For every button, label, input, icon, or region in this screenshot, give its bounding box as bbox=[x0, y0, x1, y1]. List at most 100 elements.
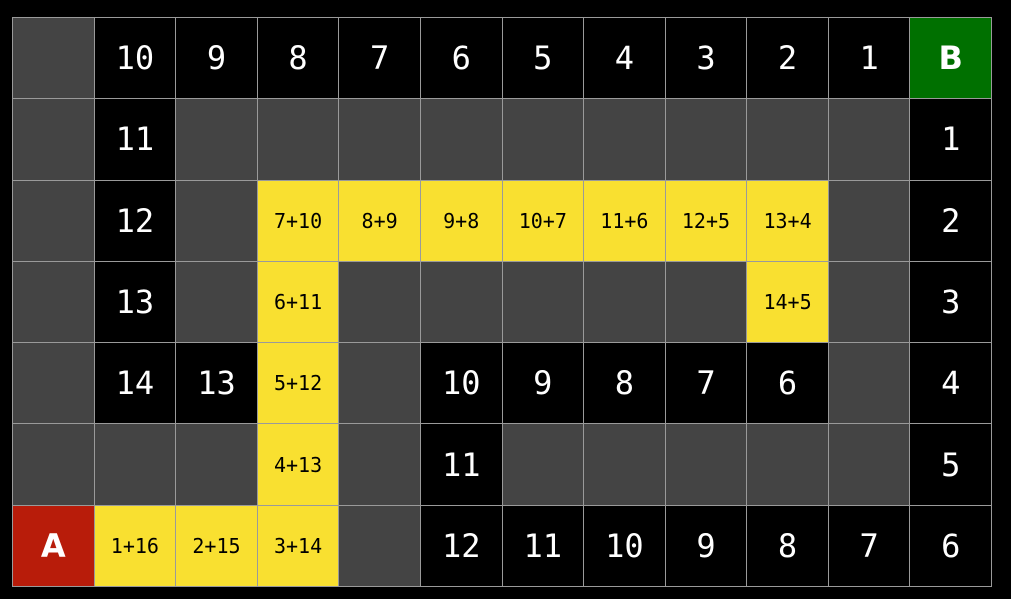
path-cell: 4+13 bbox=[257, 424, 340, 506]
distance-cell: 4 bbox=[910, 343, 992, 425]
distance-cell: 11 bbox=[502, 505, 585, 587]
distance-cell: 8 bbox=[584, 343, 666, 425]
wall-cell bbox=[584, 424, 666, 506]
cell-label: 9 bbox=[696, 526, 716, 565]
cell-label: 7 bbox=[859, 526, 879, 565]
cell-label: 3+14 bbox=[273, 533, 323, 558]
wall-cell bbox=[420, 261, 503, 344]
cell-label: 9 bbox=[206, 39, 227, 78]
pathfinding-grid: 10 9 8 7 6 5 4 3 2 1 B 11 1 12 7+10 8+9 9+8 10+7 11+6 12+5 1… bbox=[12, 17, 992, 587]
cell-label: 13 bbox=[197, 364, 236, 403]
cell-label: 8 bbox=[288, 39, 308, 78]
distance-cell: 10 bbox=[94, 18, 177, 100]
wall-cell bbox=[13, 18, 95, 100]
cell-label: 11 bbox=[115, 120, 155, 159]
wall-cell bbox=[828, 99, 911, 181]
cell-label: 13 bbox=[115, 282, 155, 321]
wall-cell bbox=[13, 99, 95, 181]
cell-label: 1 bbox=[941, 120, 961, 159]
path-cell: 8+9 bbox=[339, 180, 421, 262]
cell-label: 3 bbox=[941, 282, 961, 321]
cell-label: B bbox=[938, 39, 963, 78]
wall-cell bbox=[339, 424, 421, 506]
cell-label: 12+5 bbox=[681, 208, 731, 233]
wall-cell bbox=[339, 505, 421, 587]
wall-cell bbox=[828, 424, 911, 506]
path-cell: 9+8 bbox=[420, 180, 503, 262]
distance-cell: 3 bbox=[910, 261, 992, 344]
cell-label: 6+11 bbox=[273, 289, 323, 314]
wall-cell bbox=[665, 99, 748, 181]
cell-label: 6 bbox=[451, 39, 471, 78]
distance-cell: 9 bbox=[502, 343, 585, 425]
wall-cell bbox=[339, 343, 421, 425]
wall-cell bbox=[13, 180, 95, 262]
cell-label: 4 bbox=[941, 364, 961, 403]
distance-cell: 2 bbox=[747, 18, 829, 100]
distance-cell: 3 bbox=[665, 18, 748, 100]
cell-label: 5+12 bbox=[273, 371, 323, 396]
wall-cell bbox=[176, 261, 258, 344]
wall-cell bbox=[176, 99, 258, 181]
cell-label: 14+5 bbox=[763, 289, 812, 314]
wall-cell bbox=[584, 99, 666, 181]
distance-cell: 13 bbox=[94, 261, 177, 344]
cell-label: 10 bbox=[441, 364, 481, 403]
cell-label: 6 bbox=[941, 526, 961, 565]
cell-label: 3 bbox=[696, 39, 716, 78]
wall-cell bbox=[828, 261, 911, 344]
distance-cell: 9 bbox=[176, 18, 258, 100]
cell-label: 5 bbox=[533, 39, 553, 78]
wall-cell bbox=[747, 424, 829, 506]
distance-cell: 14 bbox=[94, 343, 177, 425]
cell-label: 10 bbox=[605, 526, 644, 565]
distance-cell: 8 bbox=[257, 18, 340, 100]
cell-label: 9+8 bbox=[443, 208, 480, 233]
wall-cell bbox=[176, 424, 258, 506]
distance-cell: 8 bbox=[747, 505, 829, 587]
wall-cell bbox=[176, 180, 258, 262]
path-cell: 2+15 bbox=[176, 505, 258, 587]
distance-cell: 11 bbox=[420, 424, 503, 506]
cell-label: 6 bbox=[777, 364, 798, 403]
cell-label: 2 bbox=[777, 39, 798, 78]
distance-cell: 6 bbox=[910, 505, 992, 587]
wall-cell bbox=[665, 424, 748, 506]
cell-label: 8 bbox=[777, 526, 798, 565]
cell-label: 7 bbox=[696, 364, 716, 403]
wall-cell bbox=[13, 424, 95, 506]
distance-cell: 9 bbox=[665, 505, 748, 587]
path-cell: 13+4 bbox=[747, 180, 829, 262]
distance-cell: 6 bbox=[420, 18, 503, 100]
cell-label: 13+4 bbox=[763, 208, 812, 233]
cell-label: 10 bbox=[115, 39, 155, 78]
goal-cell-b: B bbox=[910, 18, 992, 100]
wall-cell bbox=[339, 99, 421, 181]
distance-cell: 12 bbox=[94, 180, 177, 262]
path-cell: 3+14 bbox=[257, 505, 340, 587]
cell-label: 4 bbox=[614, 39, 634, 78]
distance-cell: 6 bbox=[747, 343, 829, 425]
wall-cell bbox=[584, 261, 666, 344]
distance-cell: 4 bbox=[584, 18, 666, 100]
cell-label: 2 bbox=[941, 201, 961, 240]
distance-cell: 10 bbox=[584, 505, 666, 587]
cell-label: 14 bbox=[115, 364, 155, 403]
wall-cell bbox=[828, 343, 911, 425]
cell-label: 8+9 bbox=[361, 208, 398, 233]
cell-label: A bbox=[40, 526, 66, 565]
cell-label: 7+10 bbox=[273, 208, 323, 233]
cell-label: 5 bbox=[941, 445, 961, 484]
distance-cell: 12 bbox=[420, 505, 503, 587]
wall-cell bbox=[420, 99, 503, 181]
path-cell: 12+5 bbox=[665, 180, 748, 262]
distance-cell: 13 bbox=[176, 343, 258, 425]
wall-cell bbox=[665, 261, 748, 344]
cell-label: 9 bbox=[533, 364, 553, 403]
cell-label: 12 bbox=[441, 526, 481, 565]
wall-cell bbox=[94, 424, 177, 506]
path-cell: 6+11 bbox=[257, 261, 340, 344]
wall-cell bbox=[257, 99, 340, 181]
distance-cell: 1 bbox=[828, 18, 911, 100]
path-cell: 5+12 bbox=[257, 343, 340, 425]
